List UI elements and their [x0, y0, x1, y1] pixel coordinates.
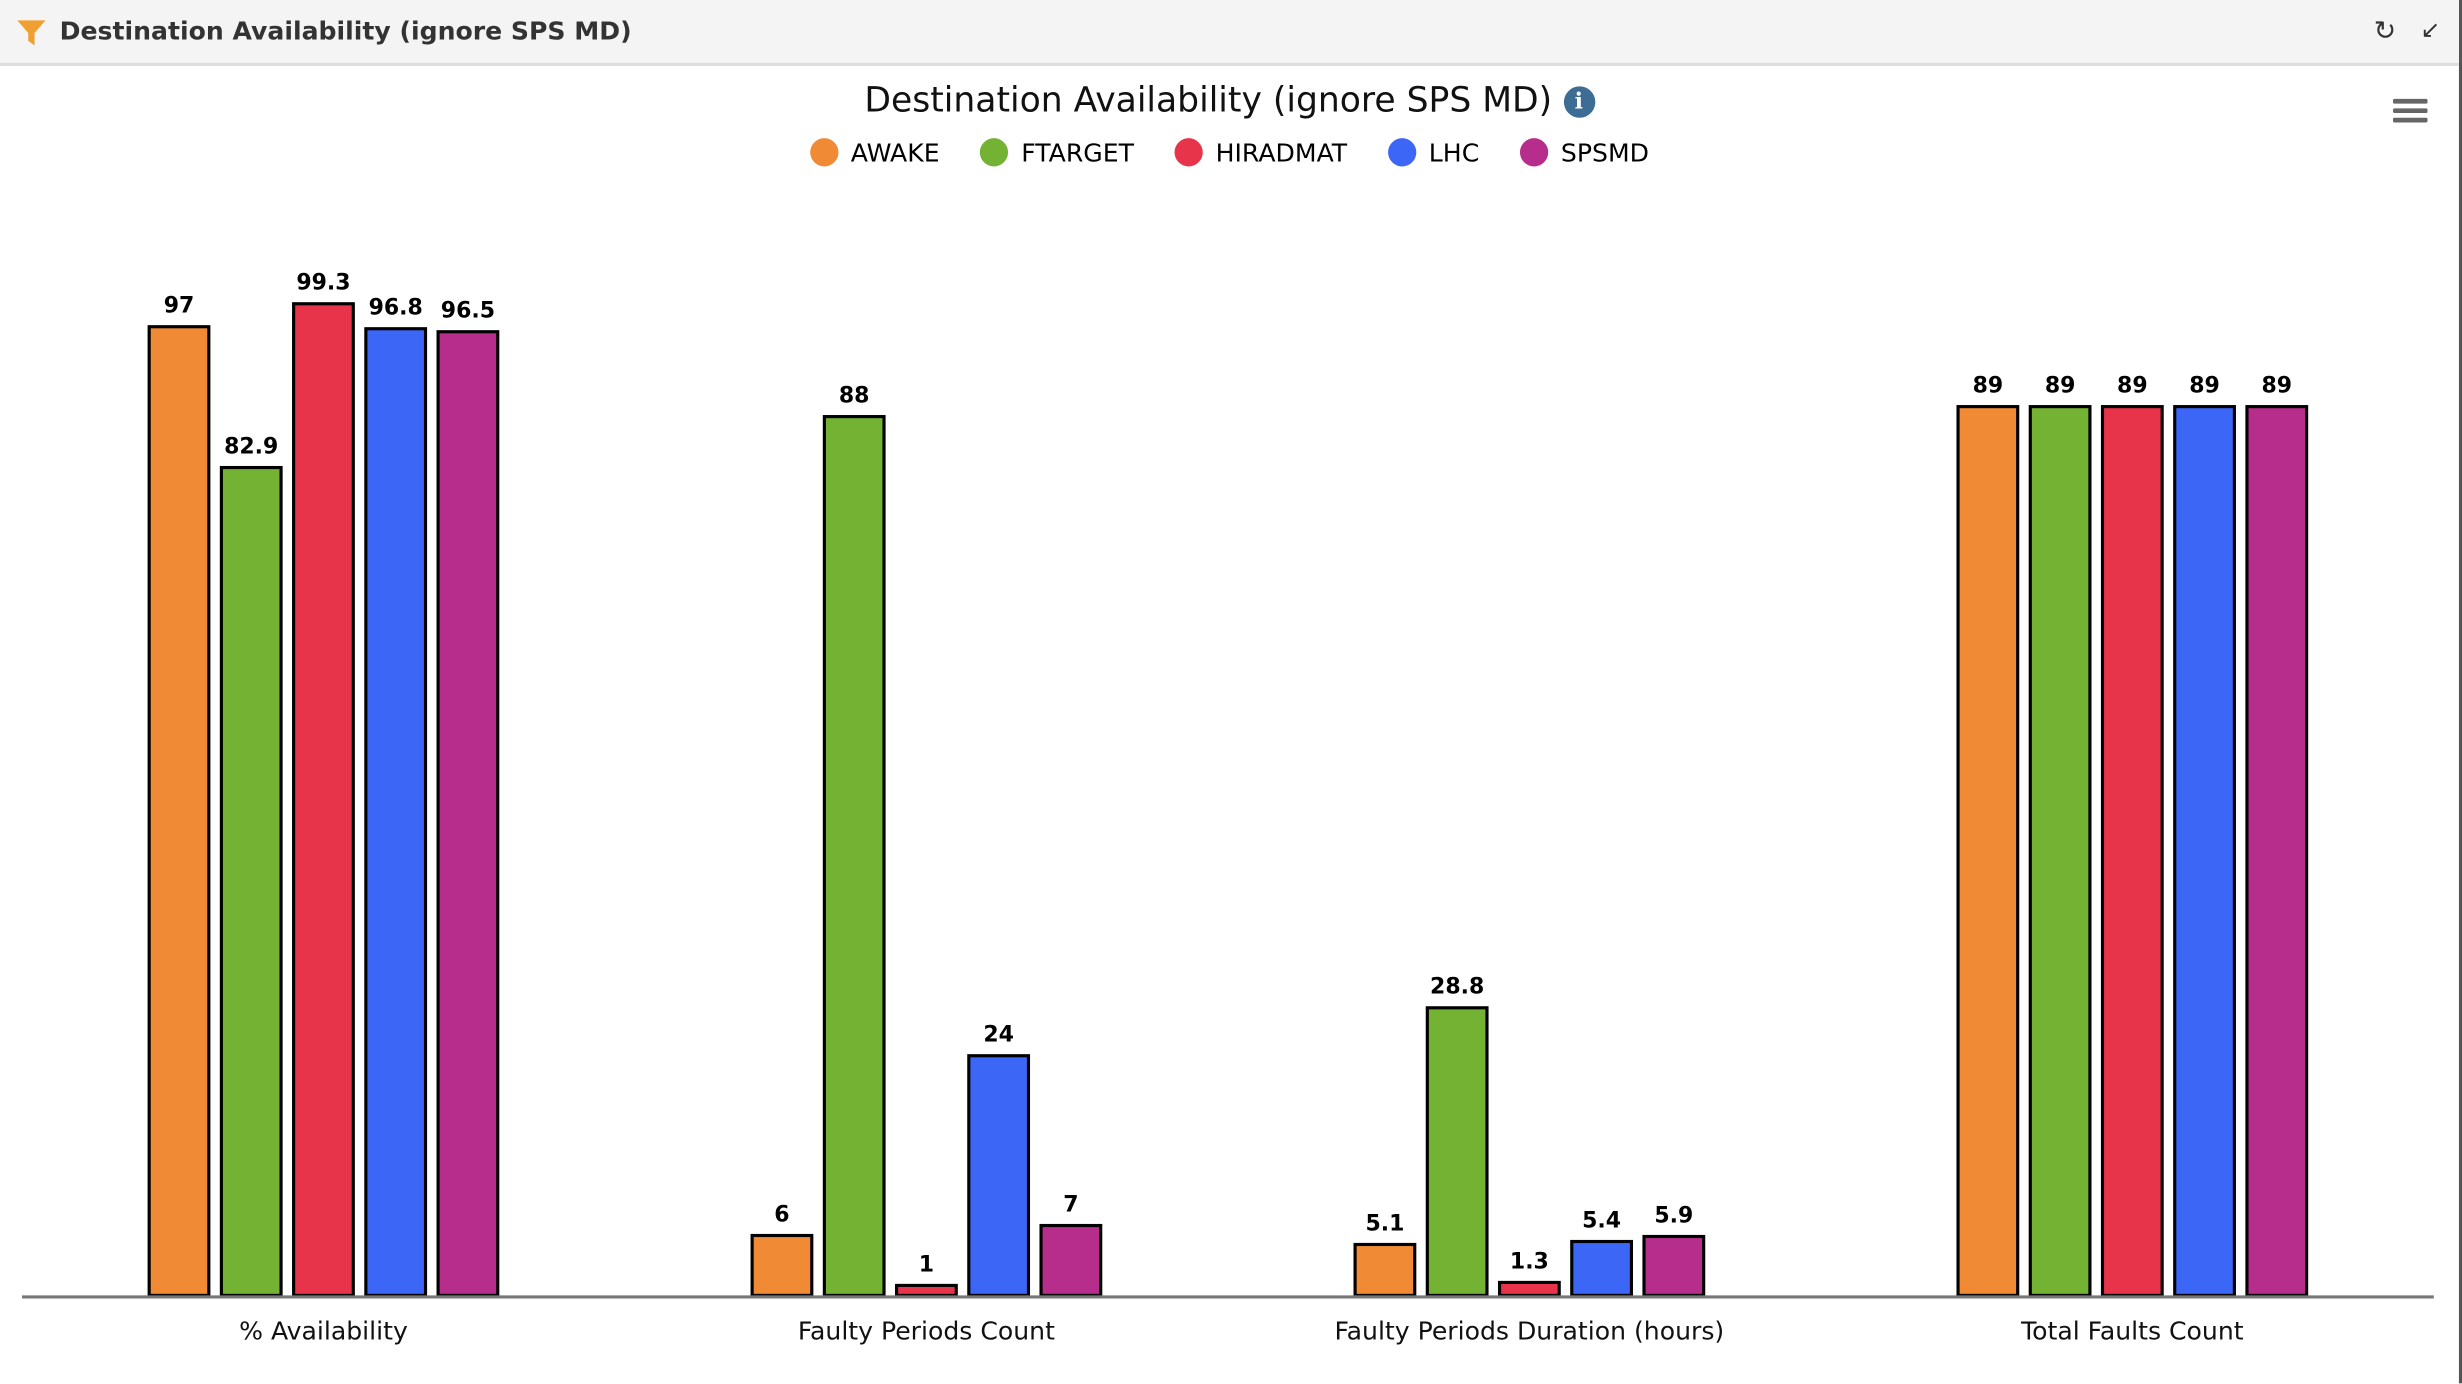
- chart-title: Destination Availability (ignore SPS MD): [864, 81, 1553, 121]
- data-label: 89: [2189, 373, 2220, 398]
- bar-ftarget[interactable]: [219, 465, 283, 1297]
- compress-icon[interactable]: ↙: [2420, 15, 2441, 44]
- legend-item-ftarget[interactable]: FTARGET: [980, 138, 1134, 168]
- bar-hiradmat[interactable]: [1497, 1280, 1561, 1297]
- data-label: 5.9: [1654, 1203, 1693, 1228]
- data-label: 96.8: [369, 296, 423, 321]
- data-label: 1.3: [1510, 1249, 1549, 1274]
- data-label: 96.5: [441, 299, 495, 324]
- data-label: 88: [839, 383, 870, 408]
- legend-label: FTARGET: [1021, 138, 1134, 169]
- x-tick-label: % Availability: [239, 1316, 408, 1345]
- legend-item-lhc[interactable]: LHC: [1387, 138, 1480, 169]
- legend-label: HIRADMAT: [1215, 138, 1348, 169]
- legend-label: SPSMD: [1560, 138, 1649, 169]
- data-label: 89: [2045, 373, 2076, 398]
- panel-header: Destination Availability (ignore SPS MD)…: [0, 0, 2459, 66]
- panel-title: Destination Availability (ignore SPS MD): [59, 15, 632, 46]
- legend: AWAKE FTARGET HIRADMAT LHC SPSMD: [0, 138, 2459, 168]
- legend-marker: [1520, 138, 1549, 167]
- legend-item-awake[interactable]: AWAKE: [809, 138, 940, 169]
- bar-spsmd[interactable]: [1039, 1223, 1103, 1297]
- chart-menu-icon[interactable]: [2392, 94, 2428, 127]
- bar-awake[interactable]: [147, 325, 211, 1297]
- bar-spsmd[interactable]: [2245, 405, 2309, 1297]
- bar-awake[interactable]: [750, 1233, 814, 1297]
- legend-label: LHC: [1428, 138, 1480, 169]
- bar-awake[interactable]: [1353, 1242, 1417, 1297]
- data-label: 5.1: [1365, 1211, 1404, 1236]
- funnel-icon: [17, 20, 46, 46]
- data-label: 5.4: [1582, 1208, 1621, 1233]
- x-tick-label: Total Faults Count: [2020, 1316, 2244, 1345]
- data-label: 97: [164, 294, 195, 319]
- chart-title-row: Destination Availability (ignore SPS MD)…: [0, 82, 2459, 121]
- bar-lhc[interactable]: [364, 327, 428, 1297]
- bar-awake[interactable]: [1956, 405, 2020, 1297]
- legend-item-spsmd[interactable]: SPSMD: [1520, 138, 1649, 168]
- bar-hiradmat[interactable]: [895, 1283, 958, 1297]
- data-label: 6: [774, 1202, 789, 1227]
- legend-marker: [809, 138, 839, 167]
- bar-lhc[interactable]: [1570, 1239, 1634, 1297]
- legend-label: AWAKE: [850, 138, 940, 169]
- legend-marker: [980, 138, 1009, 167]
- data-label: 82.9: [224, 434, 278, 459]
- data-label: 89: [2262, 373, 2293, 398]
- legend-item-hiradmat[interactable]: HIRADMAT: [1174, 138, 1348, 169]
- legend-marker: [1174, 138, 1204, 167]
- bar-hiradmat[interactable]: [292, 302, 355, 1297]
- info-icon[interactable]: i: [1563, 86, 1595, 118]
- refresh-icon[interactable]: ↻: [2373, 15, 2397, 48]
- bar-lhc[interactable]: [2173, 405, 2236, 1297]
- bar-spsmd[interactable]: [436, 330, 500, 1297]
- bar-spsmd[interactable]: [1642, 1234, 1706, 1297]
- bar-hiradmat[interactable]: [2100, 405, 2164, 1297]
- data-label: 89: [1973, 373, 2004, 398]
- bar-ftarget[interactable]: [2028, 405, 2092, 1297]
- bar-ftarget[interactable]: [1425, 1006, 1489, 1297]
- x-tick-label: Faulty Periods Duration (hours): [1335, 1316, 1725, 1345]
- data-label: 7: [1063, 1192, 1078, 1217]
- data-label: 1: [919, 1252, 934, 1277]
- x-tick-label: Faulty Periods Count: [798, 1316, 1055, 1345]
- data-label: 24: [983, 1023, 1014, 1048]
- legend-marker: [1387, 138, 1417, 167]
- data-label: 28.8: [1430, 975, 1484, 1000]
- bar-lhc[interactable]: [967, 1054, 1031, 1297]
- data-label: 89: [2117, 373, 2148, 398]
- bar-ftarget[interactable]: [822, 415, 886, 1297]
- data-label: 99.3: [296, 271, 350, 296]
